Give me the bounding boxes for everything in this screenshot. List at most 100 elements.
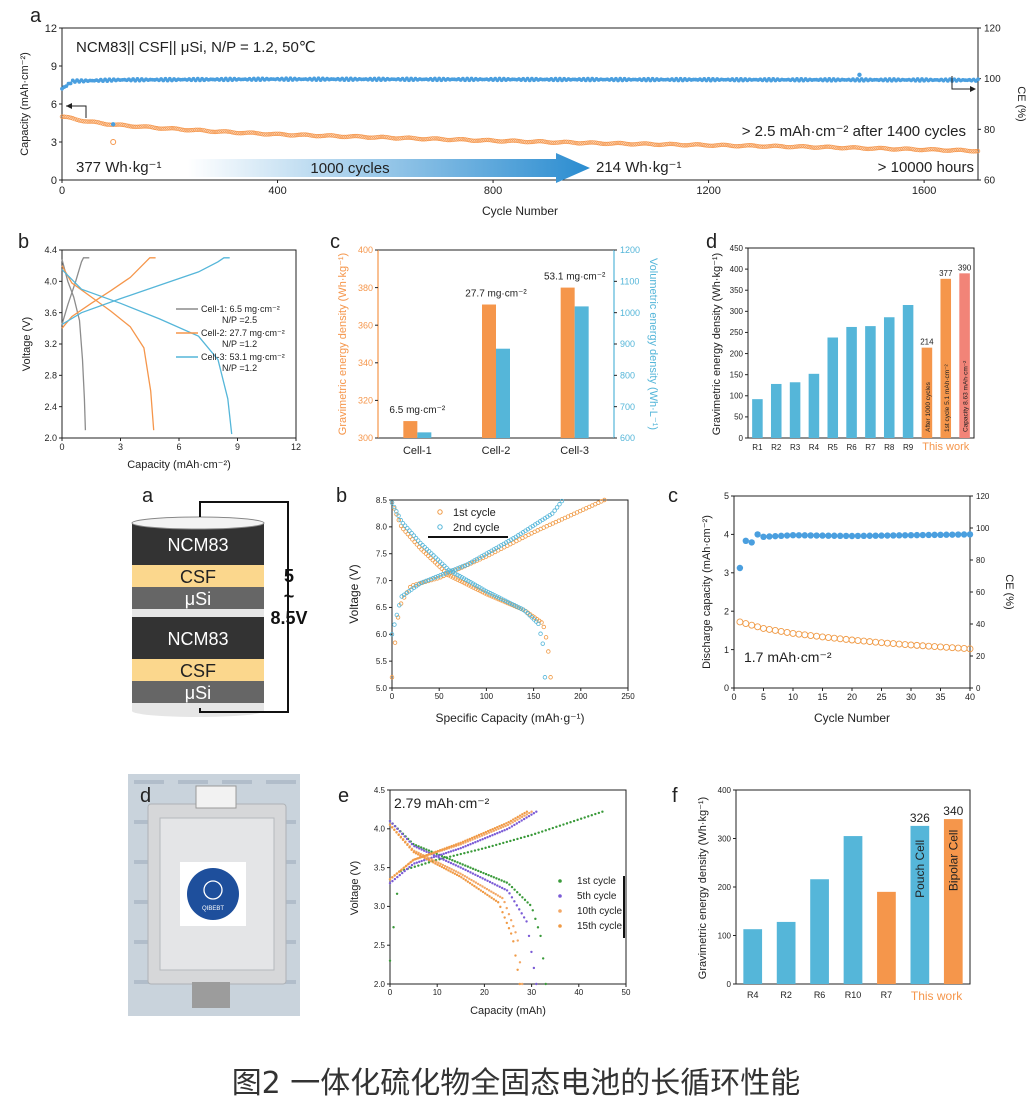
mid-c-ce-point (866, 532, 873, 539)
y-tick-label: 300 (730, 307, 744, 316)
bot-e-point (565, 822, 569, 825)
bot-e-point (471, 867, 475, 870)
bot-e-point (523, 811, 526, 815)
mid-b-point (428, 576, 434, 582)
top-c-volumetric-bar (496, 348, 510, 438)
bot-d-tab-top (195, 785, 237, 809)
bot-e-point (590, 814, 593, 817)
top-a-capacity-point (266, 132, 272, 137)
bot-e-point (451, 871, 454, 874)
mid-b-point (446, 573, 451, 578)
top-a-capacity-point (380, 134, 386, 140)
bot-e-point (555, 825, 558, 829)
y-tick-label: 0 (739, 434, 744, 443)
top-a-capacity-point (523, 139, 528, 145)
bot-e-point (396, 875, 399, 879)
top-a-capacity-point (626, 142, 632, 147)
top-a-capacity-point (704, 143, 709, 148)
mid-c-capacity-point (807, 632, 815, 639)
top-a-capacity-point (971, 149, 976, 154)
top-a-capacity-point (941, 148, 946, 153)
top-a-capacity-point (934, 147, 940, 152)
bot-e-point (498, 895, 502, 899)
bot-e-point (464, 845, 467, 848)
bot-e-point (427, 849, 431, 852)
mid-c-ce-point (789, 532, 797, 539)
y2-tick-label: 0 (976, 684, 981, 693)
top-a-capacity-point (665, 141, 670, 147)
bot-e-point (469, 871, 472, 874)
mid-c-capacity-point (913, 641, 921, 649)
top-a-capacity-point (242, 130, 248, 136)
bot-e-point (437, 854, 440, 857)
top-a-capacity-point (307, 132, 313, 138)
top-a-capacity-point (755, 144, 761, 149)
bot-e-point (396, 827, 399, 830)
bot-e-point (474, 873, 477, 876)
top-a-capacity-point (273, 131, 278, 137)
top-a-capacity-point (195, 127, 200, 132)
top-a-capacity-point (363, 135, 369, 140)
top-a-capacity-point (81, 119, 86, 124)
top-a-capacity-point (859, 145, 864, 151)
mid-b-point (475, 583, 480, 589)
mid-b-point (422, 544, 427, 550)
top-a-capacity-point (411, 135, 416, 141)
top-a-capacity-point (837, 146, 843, 151)
bot-e-point (508, 883, 511, 886)
top-d-value-label: 377 (939, 269, 953, 278)
bot-e-point (499, 826, 503, 830)
bot-e-point (465, 876, 469, 879)
top-a-capacity-point (212, 129, 218, 135)
bot-e-point (492, 898, 496, 901)
bot-e-point (425, 853, 428, 857)
x-tick-label: 40 (574, 988, 583, 997)
mid-a-wire (199, 501, 289, 713)
bot-e-point (471, 883, 474, 886)
mid-c-ce-point (848, 532, 856, 540)
bot-e-point (518, 820, 521, 824)
top-a-ce-series (60, 72, 980, 127)
mid-b-point (405, 531, 411, 537)
bot-f-bar (810, 879, 829, 984)
bot-e-point (466, 869, 470, 873)
mid-b-point (391, 504, 397, 510)
mid-b-point (392, 640, 398, 645)
top-a-capacity-point (708, 143, 713, 149)
top-a-capacity-point (130, 124, 136, 129)
x-tick-label: 3 (118, 442, 123, 452)
bot-e-point (470, 878, 473, 882)
mid-c-ce-point (955, 531, 962, 538)
bot-e-point (569, 821, 572, 824)
y-tick-label: 9 (51, 61, 57, 73)
top-a-capacity-point (120, 122, 125, 127)
bot-e-point (391, 876, 394, 879)
top-d-bar (865, 326, 876, 438)
top-a-capacity-point (592, 140, 597, 145)
top-a-capacity-point (779, 144, 785, 149)
bot-e-series (388, 810, 529, 986)
bot-e-point (461, 840, 465, 844)
top-a-capacity-point (342, 134, 347, 140)
bot-e-point (390, 826, 394, 829)
bot-e-point (425, 848, 428, 851)
mid-c-capacity-point (954, 644, 962, 652)
mid-c-capacity-point (848, 636, 856, 644)
top-a-capacity-point (674, 142, 679, 147)
bot-e-point (440, 853, 443, 856)
top-a-capacity-point (887, 146, 892, 152)
bot-e-point (523, 835, 526, 839)
bot-f-value-label: 340 (943, 804, 963, 818)
top-a-capacity-point (719, 142, 724, 148)
bot-e-point (410, 863, 414, 867)
top-a-capacity-point (309, 133, 315, 138)
bot-e-point (501, 911, 504, 914)
bot-e-point (532, 966, 536, 970)
bot-e-point (449, 861, 453, 865)
bot-e-point (594, 812, 597, 816)
mid-a-layer (132, 565, 264, 587)
bot-e-point (441, 848, 444, 851)
bot-f-category-label: R7 (881, 990, 893, 1000)
top-a-capacity-point (214, 129, 220, 134)
top-a-capacity-point (206, 129, 211, 134)
